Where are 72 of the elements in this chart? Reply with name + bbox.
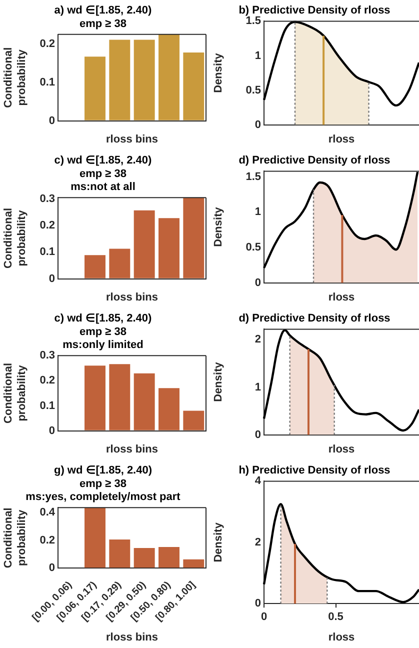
bar xyxy=(183,52,204,120)
y-tick-label: 0.3 xyxy=(40,192,55,205)
bar xyxy=(183,410,204,430)
y-tick-label: 0 xyxy=(48,562,55,574)
y-axis-title: Conditional probability xyxy=(2,208,28,268)
chart-title: a) wd ∈[1.85, 2.40) emp ≥ 38 xyxy=(54,4,152,30)
bar xyxy=(158,218,180,278)
bar xyxy=(84,56,106,120)
y-tick-label: 0.2 xyxy=(40,534,55,546)
bar xyxy=(109,40,130,120)
y-tick-label: 1.5 xyxy=(246,15,261,28)
chart-title: d) Predictive Density of rloss xyxy=(238,312,390,325)
bar xyxy=(158,34,180,120)
bar xyxy=(134,373,155,430)
y-tick-label: 0.3 xyxy=(40,350,55,362)
y-tick-label: 1 xyxy=(254,206,261,218)
y-tick-label: 0.1 xyxy=(40,76,55,88)
x-tick-label: 0.5 xyxy=(328,611,344,624)
y-tick-label: 0 xyxy=(254,428,261,441)
y-axis-title: Density xyxy=(212,52,225,93)
chart-title: g) wd ∈[1.85, 2.40) emp ≥ 38 ms:yes, completely/most part xyxy=(26,464,181,504)
y-tick-label: 0.2 xyxy=(40,374,55,387)
bar xyxy=(134,548,155,568)
bar xyxy=(84,366,106,430)
line-series xyxy=(262,329,419,432)
y-tick-label: 0.2 xyxy=(40,38,55,50)
bar xyxy=(134,210,155,278)
chart-title: c) wd ∈[1.85, 2.40) emp ≥ 38 ms:only limited xyxy=(54,312,152,352)
y-axis-title: Conditional probability xyxy=(2,362,28,424)
y-tick-label: 1.5 xyxy=(246,170,261,183)
y-tick-label: 0.5 xyxy=(246,242,261,254)
bar xyxy=(84,255,106,278)
y-tick-label: 0.5 xyxy=(246,84,261,96)
y-tick-label: 0.2 xyxy=(40,220,55,232)
bar xyxy=(183,559,204,568)
y-tick-label: 0.1 xyxy=(40,246,55,258)
chart-title: b) Predictive Density of rloss xyxy=(238,4,390,17)
y-tick-label: 2 xyxy=(254,334,261,346)
chart-title: h) Predictive Density of rloss xyxy=(238,464,390,477)
y-axis-title: Conditional probability xyxy=(2,47,28,108)
x-axis-title: rloss bins xyxy=(106,133,158,146)
x-axis-title: rloss bins xyxy=(106,631,158,644)
y-tick-label: 0 xyxy=(254,276,261,289)
y-tick-label: 2 xyxy=(254,536,261,548)
y-tick-label: 1 xyxy=(254,50,261,62)
x-axis-title: rloss xyxy=(328,631,355,644)
chart-title: c) wd ∈[1.85, 2.40) emp ≥ 38 ms:not at all xyxy=(54,154,152,194)
y-axis-title: Density xyxy=(212,522,225,562)
y-tick-label: 4 xyxy=(254,475,262,488)
y-tick-label: 0.4 xyxy=(40,506,56,519)
x-axis-title: rloss xyxy=(328,133,355,146)
chart-title: d) Predictive Density of rloss xyxy=(238,154,390,167)
bar xyxy=(109,248,130,278)
y-axis-title: Density xyxy=(212,361,225,402)
bar xyxy=(84,508,106,568)
y-tick-label: 1 xyxy=(254,381,261,394)
bar xyxy=(109,540,130,568)
x-axis-title: rloss bins xyxy=(106,291,158,304)
y-axis-title: Conditional probability xyxy=(2,508,28,568)
y-tick-label: 0 xyxy=(48,424,55,437)
bar xyxy=(158,547,180,568)
x-axis-title: rloss xyxy=(328,291,355,304)
y-tick-label: 0 xyxy=(254,118,261,131)
bar xyxy=(134,40,155,120)
y-tick-label: 0.1 xyxy=(40,400,55,412)
y-tick-label: 0 xyxy=(48,114,55,127)
x-axis-title: rloss xyxy=(328,443,355,456)
x-axis-title: rloss bins xyxy=(106,443,158,456)
bar xyxy=(158,388,180,430)
y-axis-title: Density xyxy=(212,206,225,247)
y-tick-label: 0 xyxy=(48,272,55,285)
bar xyxy=(109,364,130,430)
